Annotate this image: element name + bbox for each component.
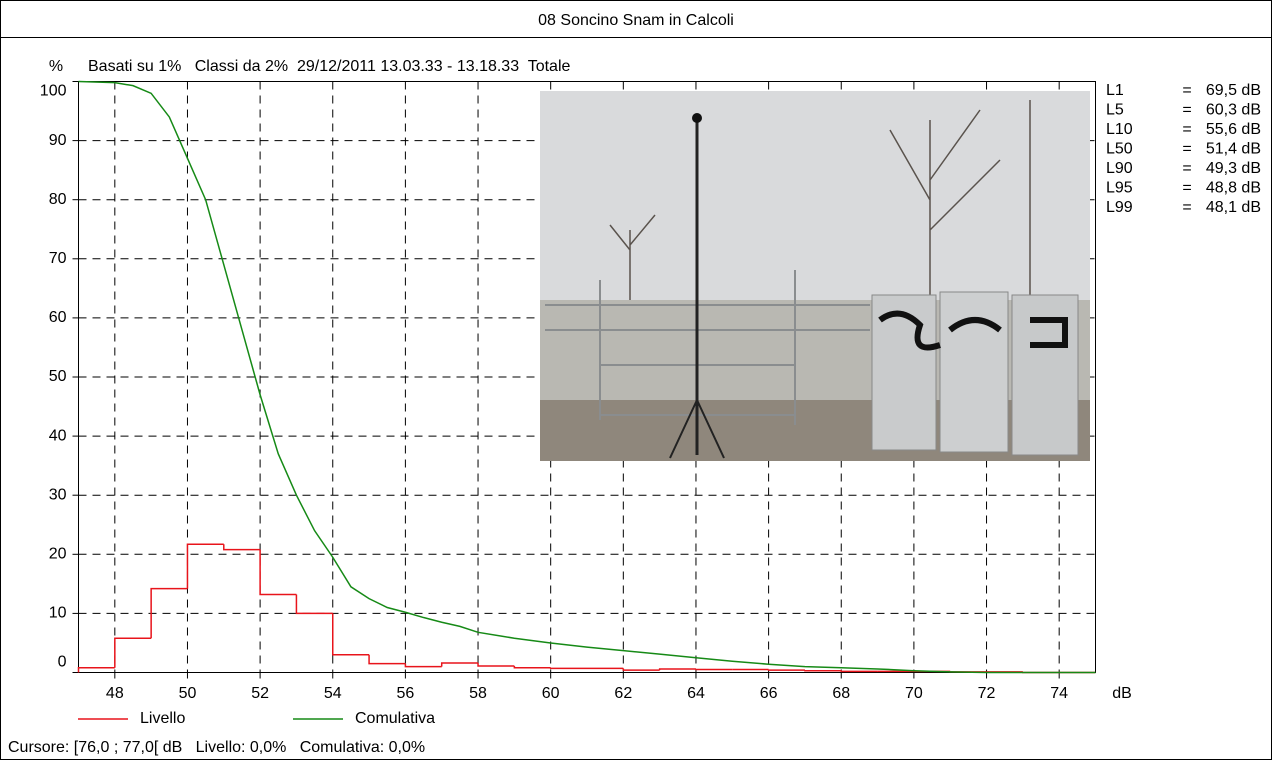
histogram-step	[368, 654, 406, 665]
histogram-step	[658, 668, 696, 671]
stat-label: L50	[1106, 141, 1133, 158]
x-tick-label: 64	[687, 685, 705, 702]
stats: L1 = 69,5 dB L5 = 60,3 dB L10 = 55,6 dB L50 = 51,4 …	[1106, 82, 1261, 216]
stat-label: L10	[1106, 121, 1133, 138]
x-tick-label: 68	[832, 685, 850, 702]
stat-sign: =	[1182, 199, 1191, 216]
photo-microphone	[692, 113, 702, 123]
cursor-readout: Cursore: [76,0 ; 77,0[ dB Livello: 0,0% …	[8, 739, 425, 756]
x-tick-label: 54	[324, 685, 342, 702]
histogram-step	[295, 594, 333, 615]
y-tick-label: 90	[49, 132, 67, 149]
stat-label: L5	[1106, 102, 1124, 119]
x-tick-label: 56	[396, 685, 414, 702]
histogram-step	[223, 544, 261, 551]
stat-value: 60,3 dB	[1206, 102, 1261, 119]
photo-cabinet	[939, 291, 1009, 453]
stat-value: 51,4 dB	[1206, 141, 1261, 158]
stat-value: 48,1 dB	[1206, 199, 1261, 216]
histogram-step	[332, 613, 370, 656]
x-axis-label: dB	[1112, 685, 1132, 702]
cumulative-line	[78, 80, 1096, 674]
histogram-step	[549, 667, 587, 670]
y-tick-label: 70	[49, 250, 67, 267]
x-tick-label: 48	[106, 685, 124, 702]
stat-value: 49,3 dB	[1206, 160, 1261, 177]
x-tick-label: 58	[469, 685, 487, 702]
site-photo	[540, 91, 1090, 461]
chart-title: 08 Soncino Snam in Calcoli	[538, 12, 734, 29]
y-tick-label: 30	[49, 486, 67, 503]
x-tick-label: 70	[905, 685, 923, 702]
stat-label: L90	[1106, 160, 1133, 177]
legend-label: Comulativa	[355, 710, 435, 727]
marks	[77, 80, 1096, 674]
stat-value: 48,8 dB	[1206, 180, 1261, 197]
photo-graffiti	[878, 310, 1068, 351]
legend: Livello Comulativa	[78, 710, 435, 727]
y-tick-label: 20	[49, 546, 67, 563]
stat-label: L99	[1106, 199, 1133, 216]
y-tick-label: 50	[49, 368, 67, 385]
histogram-step	[114, 637, 152, 668]
y-tick-label: 60	[49, 309, 67, 326]
stat-sign: =	[1182, 102, 1191, 119]
y-axis-label: %	[49, 58, 63, 75]
stat-sign: =	[1182, 160, 1191, 177]
subtitle: Basati su 1% Classi da 2% 29/12/2011 13.…	[88, 58, 571, 75]
x-tick-label: 50	[179, 685, 197, 702]
x-tick-label: 72	[978, 685, 996, 702]
x-tick-label: 62	[614, 685, 632, 702]
histogram-step	[77, 667, 115, 673]
stat-sign: =	[1182, 82, 1191, 99]
histogram-step	[477, 663, 515, 667]
histogram-step	[840, 670, 878, 673]
x-tick-label: 52	[251, 685, 269, 702]
legend-label: Livello	[140, 710, 185, 727]
histogram-step	[259, 549, 297, 596]
histogram-step	[767, 669, 805, 671]
x-tick-label: 74	[1050, 685, 1068, 702]
histogram-step	[695, 668, 733, 671]
histogram-step	[513, 665, 551, 669]
histogram-step	[150, 587, 188, 639]
stat-label: L95	[1106, 180, 1133, 197]
y-tick-label: 10	[49, 605, 67, 622]
histogram-step	[404, 663, 442, 668]
x-tick-label: 66	[760, 685, 778, 702]
y-tick-label: 100	[40, 83, 67, 100]
histogram-step	[622, 668, 660, 671]
stat-sign: =	[1182, 180, 1191, 197]
photo-tripod	[669, 399, 725, 459]
stat-label: L1	[1106, 82, 1124, 99]
stat-sign: =	[1182, 121, 1191, 138]
histogram-step	[186, 543, 224, 589]
histogram-step	[440, 662, 479, 667]
stat-value: 69,5 dB	[1206, 82, 1261, 99]
y-tick-label: 80	[49, 191, 67, 208]
photo-trees	[609, 100, 1031, 300]
x-tick-label: 60	[542, 685, 560, 702]
y-tick-label: 40	[49, 427, 67, 444]
histogram-step	[804, 669, 842, 672]
stat-sign: =	[1182, 141, 1191, 158]
stat-value: 55,6 dB	[1206, 121, 1261, 138]
y-tick-label: 0	[58, 654, 67, 671]
